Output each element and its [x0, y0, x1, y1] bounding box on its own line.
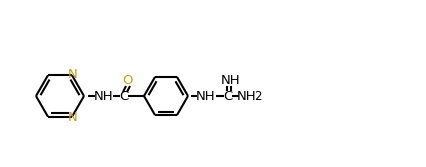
Text: NH: NH — [196, 90, 215, 103]
Text: N: N — [68, 68, 78, 81]
Text: N: N — [68, 111, 78, 124]
Text: C: C — [119, 90, 128, 103]
Text: C: C — [223, 90, 232, 103]
Text: NH: NH — [236, 90, 256, 103]
Text: O: O — [122, 73, 133, 87]
Text: NH: NH — [221, 73, 240, 87]
Text: NH: NH — [94, 90, 114, 103]
Text: 2: 2 — [253, 91, 261, 104]
